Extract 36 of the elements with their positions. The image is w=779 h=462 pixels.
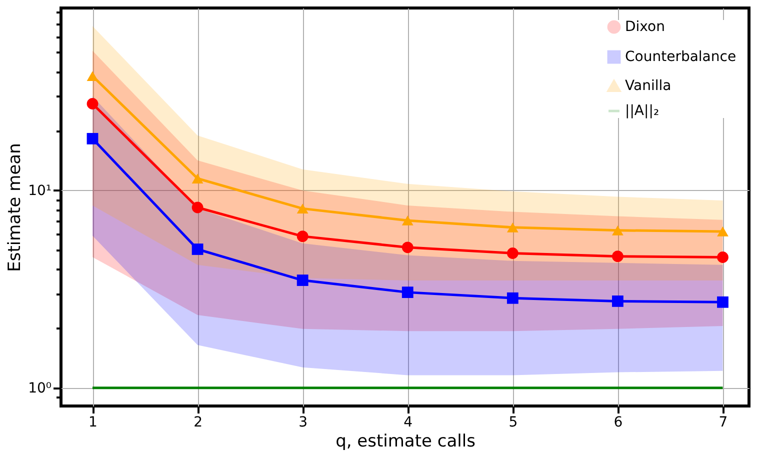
x-tick-label: 4	[404, 414, 413, 430]
point	[192, 174, 204, 184]
point	[86, 98, 98, 110]
legend-label: Dixon	[625, 19, 665, 35]
y-tick-label: 10¹	[28, 182, 52, 199]
point	[192, 202, 204, 214]
point	[717, 252, 728, 263]
y-tick-label: 10⁰	[28, 380, 52, 396]
point	[717, 226, 728, 236]
point	[506, 248, 518, 259]
point	[296, 274, 308, 286]
point	[506, 292, 518, 304]
point	[402, 242, 414, 254]
point	[86, 71, 98, 81]
x-tick-label: 2	[194, 414, 203, 430]
point	[296, 230, 308, 242]
point	[296, 204, 308, 214]
point	[506, 222, 518, 232]
legend-label: ||A||₂	[625, 103, 660, 119]
point	[717, 296, 728, 308]
x-tick-label: 5	[508, 414, 518, 430]
legend-label: Counterbalance	[625, 49, 736, 65]
y-axis-title: Estimate mean	[5, 143, 26, 272]
point	[612, 295, 624, 307]
point	[612, 250, 624, 262]
x-tick-label: 6	[614, 414, 623, 430]
legend-label: Vanilla	[625, 78, 672, 94]
point	[86, 132, 98, 144]
point	[612, 225, 624, 236]
point	[402, 216, 414, 226]
point	[192, 244, 204, 255]
x-tick-label: 1	[88, 414, 98, 430]
x-tick-label: 3	[298, 414, 308, 430]
x-tick-label: 7	[718, 414, 728, 430]
point	[402, 286, 414, 298]
x-axis-title: q, estimate calls	[336, 432, 476, 452]
